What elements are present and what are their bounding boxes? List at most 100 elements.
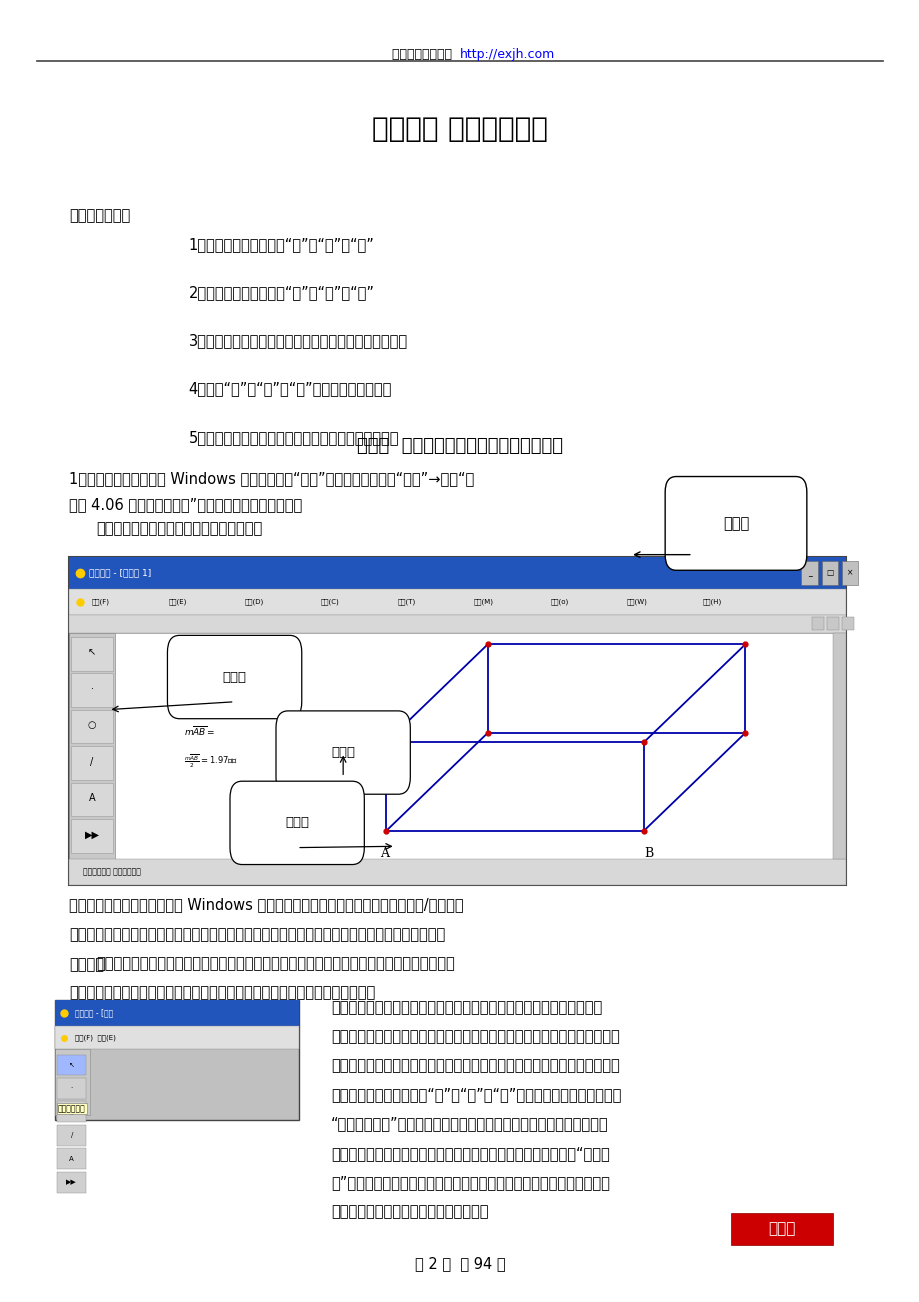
Text: 几何画板培训教程: 几何画板培训教程: [391, 48, 460, 61]
Text: 第一节  几何画板的启动和绘图工具的介绍: 第一节 几何画板的启动和绘图工具的介绍: [357, 437, 562, 456]
FancyBboxPatch shape: [57, 1078, 86, 1099]
FancyBboxPatch shape: [167, 635, 301, 719]
Text: 学作图思维中公里化思想是一脉相承的。: 学作图思维中公里化思想是一脉相承的。: [331, 1204, 488, 1219]
FancyBboxPatch shape: [71, 783, 113, 816]
FancyBboxPatch shape: [69, 633, 115, 859]
Text: 帮助(H): 帮助(H): [702, 598, 721, 605]
Text: 构造(C): 构造(C): [321, 598, 339, 605]
FancyBboxPatch shape: [71, 637, 113, 671]
Text: 尺工具》、《文本工具》、《自定义画图工具》。: 尺工具》、《文本工具》、《自定义画图工具》。: [69, 1016, 261, 1031]
FancyBboxPatch shape: [800, 561, 817, 585]
Text: 通过本章，你应: 通过本章，你应: [69, 208, 130, 224]
FancyBboxPatch shape: [57, 1148, 86, 1169]
FancyBboxPatch shape: [55, 1049, 90, 1115]
Text: 几何画板的窗口是不是和其他 Windows 应用程序窗口十分类似？有控制菜单、最大/最小化以: 几何画板的窗口是不是和其他 Windows 应用程序窗口十分类似？有控制菜单、最…: [69, 897, 463, 913]
Text: 2、学会在几何对象上画“点”、“线”、“圆”: 2、学会在几何对象上画“点”、“线”、“圆”: [188, 285, 374, 301]
Text: 和一般的绘图软件相比，你会不会感觉它的工具是不是少了点？几何画: 和一般的绘图软件相比，你会不会感觉它的工具是不是少了点？几何画: [331, 1000, 602, 1016]
Text: 图”的一种现代延伸。因为这种把所有绘图建立在基本元素上的做法和数: 图”的一种现代延伸。因为这种把所有绘图建立在基本元素上的做法和数: [331, 1174, 609, 1190]
Text: http://exjh.com: http://exjh.com: [460, 48, 555, 61]
Text: 状态栏: 状态栏: [285, 816, 309, 829]
Text: 工具框: 工具框: [222, 671, 246, 684]
FancyBboxPatch shape: [57, 1125, 86, 1146]
Text: ×: ×: [846, 569, 852, 577]
FancyBboxPatch shape: [276, 711, 410, 794]
Text: /: /: [71, 1133, 73, 1138]
Text: 度量(M): 度量(M): [473, 598, 494, 605]
Text: 窗口(W): 窗口(W): [626, 598, 647, 605]
FancyBboxPatch shape: [832, 633, 845, 859]
FancyBboxPatch shape: [69, 589, 845, 615]
FancyBboxPatch shape: [71, 710, 113, 743]
Text: 1、启动几何画板：单击 Windows 桌面左下角的“开始”按鈕，依次：选择“程序”→选择“几: 1、启动几何画板：单击 Windows 桌面左下角的“开始”按鈕，依次：选择“程…: [69, 471, 473, 487]
Text: _: _: [807, 569, 811, 577]
Text: A: A: [88, 793, 96, 803]
FancyBboxPatch shape: [115, 633, 832, 859]
Text: 1、熌练使用绘图工具作“点”、“线”、“圆”: 1、熌练使用绘图工具作“点”、“线”、“圆”: [188, 237, 374, 253]
Text: 文件(F): 文件(F): [92, 598, 110, 605]
Text: 的图形。: 的图形。: [69, 957, 104, 973]
Text: 画板的左侧是画板工具笩，把光标移动到工具的上面，一会儿就会显示工具的名称，看看它们: 画板的左侧是画板工具笩，把光标移动到工具的上面，一会儿就会显示工具的名称，看看它…: [96, 956, 455, 971]
Text: 直尺和圆规，它们的配合几乎可以画出所有的欧氏几何图形。因为任何欧氏: 直尺和圆规，它们的配合几乎可以画出所有的欧氏几何图形。因为任何欧氏: [331, 1059, 619, 1073]
FancyBboxPatch shape: [55, 1000, 299, 1026]
Text: 影响重大，源远流长。从某种意义上讲几何画板绘图是欧氏几何“尺规作: 影响重大，源远流长。从某种意义上讲几何画板绘图是欧氏几何“尺规作: [331, 1146, 609, 1161]
FancyBboxPatch shape: [69, 859, 845, 885]
FancyBboxPatch shape: [57, 1101, 86, 1122]
Text: 文件(F)  编辑(E): 文件(F) 编辑(E): [75, 1034, 116, 1042]
Text: 拖动鼠标选择 距离度量结束: 拖动鼠标选择 距离度量结束: [83, 868, 141, 876]
FancyBboxPatch shape: [731, 1213, 832, 1245]
Text: 第一章： 用工具框作图: 第一章： 用工具框作图: [371, 115, 548, 143]
Text: 显示(D): 显示(D): [244, 598, 264, 605]
Text: 变换(T): 变换(T): [397, 598, 415, 605]
Text: ·: ·: [71, 1086, 73, 1091]
Text: 4、学会“点”、“线”、“圆”的标签的显示和隐藏: 4、学会“点”、“线”、“圆”的标签的显示和隐藏: [188, 381, 391, 397]
Text: B: B: [643, 846, 652, 859]
FancyBboxPatch shape: [664, 477, 806, 570]
Text: $\frac{m\overline{AB}}{2}=1.97$厘米: $\frac{m\overline{AB}}{2}=1.97$厘米: [184, 753, 238, 771]
Text: A: A: [69, 1156, 74, 1161]
FancyBboxPatch shape: [230, 781, 364, 865]
Text: 进入几何画板系统后的屏幕画面如下图所示: 进入几何画板系统后的屏幕画面如下图所示: [96, 521, 263, 536]
Text: /: /: [90, 756, 94, 767]
FancyBboxPatch shape: [69, 557, 845, 885]
Text: 选择算头工具: 选择算头工具: [58, 1104, 85, 1113]
Text: 5、理解用几何画板绘图应首先考虑对象间的几何关系: 5、理解用几何画板绘图应首先考虑对象间的几何关系: [188, 430, 399, 445]
Text: $m\overline{AB}=$: $m\overline{AB}=$: [184, 724, 215, 738]
Text: 回目录: 回目录: [767, 1221, 795, 1237]
Text: ·: ·: [90, 684, 94, 694]
FancyBboxPatch shape: [841, 617, 853, 630]
FancyBboxPatch shape: [55, 1000, 299, 1120]
Text: 分别是什么？它们分别是《选择算头工具》、《点工具》、《圆规工具》、《直: 分别是什么？它们分别是《选择算头工具》、《点工具》、《圆规工具》、《直: [69, 986, 375, 1001]
FancyBboxPatch shape: [69, 557, 845, 589]
Text: “三大作图难题”曾经吸引无数数学爱好者的极大兴趣从而在数学历史上: “三大作图难题”曾经吸引无数数学爱好者的极大兴趣从而在数学历史上: [331, 1117, 608, 1131]
Text: ↖: ↖: [88, 647, 96, 658]
Text: ▶▶: ▶▶: [85, 829, 99, 840]
FancyBboxPatch shape: [71, 819, 113, 853]
FancyBboxPatch shape: [57, 1055, 86, 1075]
Text: 几何图形最后都可归结为“点”、“线”、“圆”。这种公里化作图思想因为: 几何图形最后都可归结为“点”、“线”、“圆”。这种公里化作图思想因为: [331, 1087, 621, 1103]
Text: □: □: [825, 569, 833, 577]
FancyBboxPatch shape: [55, 1026, 299, 1049]
Text: A: A: [380, 846, 389, 859]
Text: 编辑(E): 编辑(E): [168, 598, 187, 605]
Text: ○: ○: [69, 1109, 74, 1115]
FancyBboxPatch shape: [821, 561, 837, 585]
Text: 几何画板 - [未命: 几何画板 - [未命: [75, 1009, 114, 1017]
Text: 板的主要用途之一是用来绘制几何图形。而几何图形的绘制，我们通常是用: 板的主要用途之一是用来绘制几何图形。而几何图形的绘制，我们通常是用: [331, 1029, 619, 1044]
Text: 3、学会用绘图工具构造交点、等圆、直角等的构造技巧: 3、学会用绘图工具构造交点、等圆、直角等的构造技巧: [188, 333, 407, 349]
FancyBboxPatch shape: [841, 561, 857, 585]
Text: 菜单栏: 菜单栏: [722, 516, 748, 531]
Text: 第 2 页  共 94 页: 第 2 页 共 94 页: [414, 1255, 505, 1271]
Text: 图表(o): 图表(o): [550, 598, 568, 605]
Text: 绘图区: 绘图区: [331, 746, 355, 759]
FancyBboxPatch shape: [811, 617, 823, 630]
FancyBboxPatch shape: [71, 746, 113, 780]
Text: 几何画板 - [未命名 1]: 几何画板 - [未命名 1]: [89, 569, 152, 577]
FancyBboxPatch shape: [57, 1172, 86, 1193]
Text: 及标题栏，画板窗口的左侧是画板工具栏，画板的右边和下边可以有滚动条可以使小画板处理更大: 及标题栏，画板窗口的左侧是画板工具栏，画板的右边和下边可以有滚动条可以使小画板处…: [69, 927, 445, 943]
Text: ○: ○: [87, 720, 96, 730]
FancyBboxPatch shape: [69, 615, 845, 633]
Text: ▶▶: ▶▶: [66, 1180, 77, 1185]
FancyBboxPatch shape: [826, 617, 838, 630]
Text: 何画 4.06 中文完美增强版”，单击即可启动几何画板。: 何画 4.06 中文完美增强版”，单击即可启动几何画板。: [69, 497, 302, 513]
Text: ↖: ↖: [69, 1062, 74, 1068]
